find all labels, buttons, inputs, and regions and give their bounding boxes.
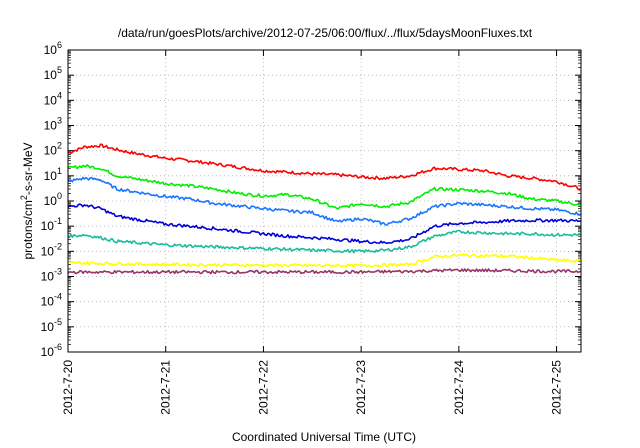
grid <box>68 50 581 352</box>
y-tick-base: 10 <box>44 68 58 82</box>
y-axis-title-main: protons/cm <box>21 200 35 259</box>
y-tick-base: 10 <box>44 144 58 158</box>
y-tick-exponent: -3 <box>54 267 62 277</box>
y-tick-exponent: 6 <box>57 40 62 50</box>
y-tick-exponent: 1 <box>57 166 62 176</box>
y-tick-exponent: -5 <box>54 317 62 327</box>
x-axis-title: Coordinated Universal Time (UTC) <box>232 430 416 444</box>
y-tick-base: 10 <box>44 169 58 183</box>
y-axis-title-superscript: 2 <box>19 195 29 200</box>
y-tick-base: 10 <box>41 244 55 258</box>
series-line-7 <box>67 268 582 275</box>
y-tick-base: 10 <box>41 320 55 334</box>
x-tick-label: 2012-7-21 <box>159 360 173 415</box>
y-tick-label: 10-5 <box>41 317 62 334</box>
series-line-1 <box>67 143 582 191</box>
x-tick-label: 2012-7-23 <box>354 360 368 415</box>
y-tick-label: 106 <box>44 40 62 57</box>
y-axis-title: protons/cm2-s-sr-MeV <box>19 142 35 259</box>
y-tick-label: 100 <box>44 191 62 208</box>
x-tick-label: 2012-7-25 <box>550 360 564 415</box>
y-tick-label: 10-4 <box>41 292 62 309</box>
y-tick-exponent: 0 <box>57 191 62 201</box>
plot-frame <box>67 49 582 353</box>
plot-lines <box>67 143 582 275</box>
y-tick-label: 102 <box>44 141 62 158</box>
y-tick-label: 104 <box>44 90 62 107</box>
y-tick-exponent: 3 <box>57 116 62 126</box>
x-tick-label: 2012-7-24 <box>452 360 466 415</box>
x-tick-label: 2012-7-20 <box>61 360 75 415</box>
y-tick-base: 10 <box>41 219 55 233</box>
y-tick-exponent: -6 <box>54 342 62 352</box>
y-tick-label: 10-1 <box>41 216 62 233</box>
y-tick-label: 101 <box>44 166 62 183</box>
series-line-3 <box>67 176 582 226</box>
y-tick-label: 10-3 <box>41 267 62 284</box>
y-tick-exponent: -1 <box>54 216 62 226</box>
y-tick-label: 10-6 <box>41 342 62 359</box>
y-tick-base: 10 <box>44 93 58 107</box>
y-tick-exponent: 5 <box>57 65 62 75</box>
y-tick-base: 10 <box>44 194 58 208</box>
y-axis-title-rest: -s-sr-MeV <box>21 142 35 195</box>
y-tick-base: 10 <box>41 345 55 359</box>
y-tick-exponent: 4 <box>57 90 62 100</box>
y-tick-base: 10 <box>41 295 55 309</box>
y-tick-base: 10 <box>44 43 58 57</box>
y-tick-exponent: -2 <box>54 241 62 251</box>
y-tick-exponent: -4 <box>54 292 62 302</box>
y-tick-base: 10 <box>41 270 55 284</box>
series-line-2 <box>67 164 582 210</box>
series-line-6 <box>68 253 582 268</box>
x-axis: 2012-7-20 2012-7-21 2012-7-22 2012-7-23 2012… <box>61 50 564 415</box>
y-tick-exponent: 2 <box>57 141 62 151</box>
x-tick-label: 2012-7-22 <box>256 360 270 415</box>
series-line-4 <box>67 203 582 245</box>
series-line-5 <box>67 229 582 254</box>
y-tick-label: 10-2 <box>41 241 62 258</box>
y-tick-label: 105 <box>44 65 62 82</box>
y-tick-label: 103 <box>44 116 62 133</box>
y-tick-base: 10 <box>44 119 58 133</box>
chart-title: /data/run/goesPlots/archive/2012-07-25/0… <box>118 26 533 40</box>
